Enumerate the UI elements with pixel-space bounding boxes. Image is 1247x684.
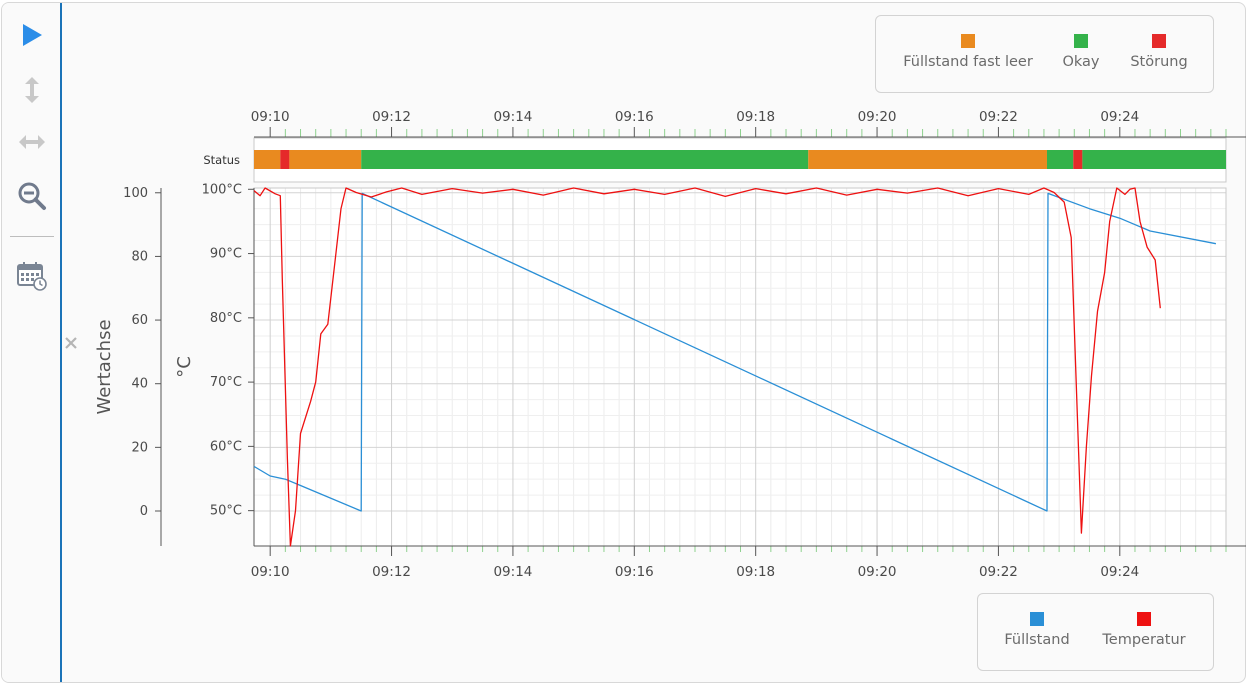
legend-swatch: [1030, 612, 1044, 626]
toolbar-divider: [10, 236, 54, 237]
x-tick-label: 09:16: [615, 564, 654, 580]
series-legend-item[interactable]: Temperatur: [1096, 612, 1192, 648]
legend-swatch: [961, 34, 975, 48]
zoom-horizontal-button[interactable]: [12, 122, 52, 162]
close-axis-icon[interactable]: [64, 336, 78, 350]
plot-area: [254, 188, 1226, 546]
y-right-tick-label: 100°C: [202, 182, 242, 197]
status-segment: [361, 150, 809, 169]
y-right-tick-label: 80°C: [210, 311, 242, 326]
x-tick-label: 09:24: [1100, 109, 1139, 125]
x-tick-label: 09:16: [615, 109, 654, 125]
x-tick-label: 09:14: [493, 109, 532, 125]
x-tick-label: 09:20: [858, 109, 897, 125]
y-left-axis-title: Wertachse: [94, 319, 115, 414]
legend-swatch: [1152, 34, 1166, 48]
zoom-vertical-button[interactable]: [12, 70, 52, 110]
status-legend: Füllstand fast leer Okay Störung: [875, 15, 1214, 93]
y-left-tick-label: 0: [140, 504, 148, 519]
chart-toolbar: [2, 3, 62, 682]
y-right-tick-label: 70°C: [210, 375, 242, 390]
status-segment: [1082, 150, 1226, 169]
legend-label: Füllstand: [1004, 632, 1070, 648]
status-legend-item[interactable]: Störung: [1124, 34, 1194, 70]
x-tick-label: 09:24: [1100, 564, 1139, 580]
y-left-tick-label: 20: [131, 440, 148, 455]
x-tick-label: 09:10: [251, 109, 290, 125]
x-tick-label: 09:18: [736, 109, 775, 125]
legend-label: Okay: [1062, 54, 1100, 70]
status-legend-item[interactable]: Okay: [1052, 34, 1110, 70]
status-legend-item[interactable]: Füllstand fast leer: [898, 34, 1038, 70]
y-left-tick-label: 40: [131, 377, 148, 392]
series-legend-item[interactable]: Füllstand: [996, 612, 1078, 648]
series-legend: Füllstand Temperatur: [977, 593, 1214, 671]
vertical-resize-icon: [25, 77, 39, 103]
status-segment: [1073, 150, 1083, 169]
y-right-tick-label: 50°C: [210, 504, 242, 519]
status-segment: [808, 150, 1047, 169]
status-segment: [1046, 150, 1074, 169]
status-lane-label: Status: [203, 153, 240, 167]
y-left-tick-label: 80: [131, 249, 148, 264]
x-tick-label: 09:22: [979, 109, 1018, 125]
x-tick-label: 09:20: [858, 564, 897, 580]
y-left-tick-label: 100: [123, 186, 148, 201]
y-right-axis-title: °C: [174, 356, 195, 378]
legend-label: Störung: [1130, 54, 1188, 70]
time-range-button[interactable]: [12, 256, 52, 296]
x-tick-label: 09:12: [372, 564, 411, 580]
y-left-tick-label: 60: [131, 313, 148, 328]
x-tick-label: 09:14: [493, 564, 532, 580]
y-right-tick-label: 90°C: [210, 247, 242, 262]
legend-swatch: [1137, 612, 1151, 626]
x-tick-label: 09:22: [979, 564, 1018, 580]
horizontal-resize-icon: [19, 135, 45, 149]
zoom-out-button[interactable]: [12, 176, 52, 216]
play-icon: [23, 24, 42, 46]
x-tick-label: 09:12: [372, 109, 411, 125]
series-line-fuellstand: [253, 192, 1217, 512]
x-tick-label: 09:10: [251, 564, 290, 580]
zoom-out-icon: [18, 182, 46, 210]
legend-label: Füllstand fast leer: [903, 54, 1033, 70]
status-segment: [289, 150, 362, 169]
status-segment: [254, 150, 281, 169]
x-tick-label: 09:18: [736, 564, 775, 580]
legend-label: Temperatur: [1102, 632, 1186, 648]
play-button[interactable]: [12, 15, 52, 55]
calendar-clock-icon: [17, 262, 47, 291]
status-segment: [280, 150, 290, 169]
legend-swatch: [1074, 34, 1088, 48]
y-right-tick-label: 60°C: [210, 439, 242, 454]
